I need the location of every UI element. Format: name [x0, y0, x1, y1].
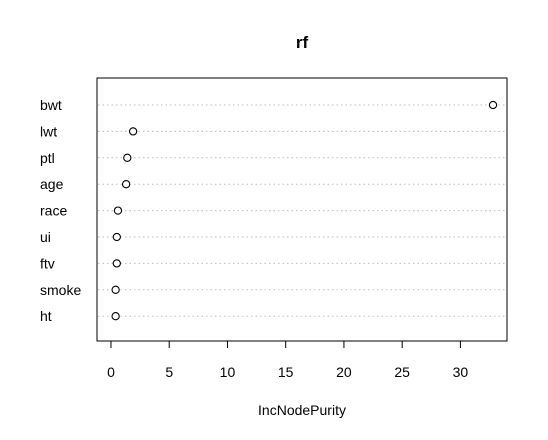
category-labels: bwt lwt ptl age race ui ftv smoke ht	[40, 97, 81, 324]
point-lwt	[128, 127, 138, 136]
category-label-race: race	[40, 203, 67, 219]
x-tick-label-25: 25	[394, 364, 410, 380]
x-tick-label-15: 15	[278, 364, 294, 380]
x-axis-label: IncNodePurity	[258, 402, 346, 418]
chart-title: rf	[296, 33, 309, 52]
point-age	[121, 180, 131, 189]
x-axis-ticks: 0 5 10 15 20 25 30	[107, 341, 468, 380]
x-tick-label-10: 10	[220, 364, 236, 380]
x-tick-label-5: 5	[165, 364, 173, 380]
x-tick-label-20: 20	[336, 364, 352, 380]
data-points	[111, 100, 498, 321]
category-label-age: age	[40, 176, 64, 192]
point-race	[113, 206, 123, 215]
point-ui	[112, 232, 121, 242]
point-bwt	[488, 100, 498, 110]
category-label-lwt: lwt	[40, 123, 57, 139]
category-label-ht: ht	[40, 308, 52, 324]
category-label-ftv: ftv	[40, 255, 55, 271]
plot-frame	[96, 77, 508, 342]
point-smoke	[111, 285, 120, 294]
point-ptl	[123, 153, 132, 162]
x-tick-label-30: 30	[453, 364, 469, 380]
x-tick-label-0: 0	[107, 364, 115, 380]
point-ftv	[112, 259, 121, 268]
category-label-ptl: ptl	[40, 150, 55, 166]
category-label-bwt: bwt	[40, 97, 62, 113]
category-label-smoke: smoke	[40, 282, 81, 298]
grid-lines	[98, 104, 506, 317]
point-ht	[111, 312, 120, 321]
category-label-ui: ui	[40, 229, 51, 245]
